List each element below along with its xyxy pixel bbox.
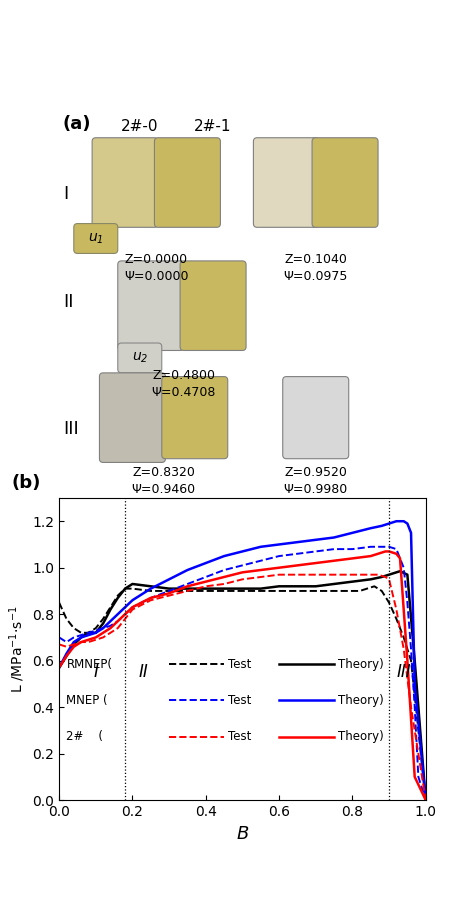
Text: Z=0.8320
Ψ=0.9460: Z=0.8320 Ψ=0.9460 — [131, 467, 196, 496]
Text: Z=0.0000
Ψ=0.0000: Z=0.0000 Ψ=0.0000 — [124, 254, 189, 283]
Text: (a): (a) — [63, 115, 91, 133]
FancyBboxPatch shape — [118, 343, 162, 373]
FancyBboxPatch shape — [283, 377, 349, 458]
FancyBboxPatch shape — [180, 261, 246, 351]
Text: Theory): Theory) — [338, 730, 384, 743]
X-axis label: $B$: $B$ — [236, 824, 249, 842]
Text: 2#    (: 2# ( — [66, 730, 104, 743]
Text: III: III — [63, 420, 79, 438]
Y-axis label: $L$ /MPa$^{-1}$$\cdot$s$^{-1}$: $L$ /MPa$^{-1}$$\cdot$s$^{-1}$ — [7, 605, 26, 693]
FancyBboxPatch shape — [99, 373, 166, 462]
FancyBboxPatch shape — [92, 138, 158, 227]
Text: Z=0.1040
Ψ=0.0975: Z=0.1040 Ψ=0.0975 — [283, 254, 348, 283]
Text: I: I — [63, 184, 68, 202]
FancyBboxPatch shape — [74, 224, 118, 254]
FancyBboxPatch shape — [254, 138, 319, 227]
Text: $u_1$: $u_1$ — [88, 231, 104, 245]
FancyBboxPatch shape — [312, 138, 378, 227]
Text: Z=0.9520
Ψ=0.9980: Z=0.9520 Ψ=0.9980 — [284, 467, 348, 496]
Text: II: II — [63, 293, 73, 311]
FancyBboxPatch shape — [162, 377, 228, 458]
Text: $u_2$: $u_2$ — [131, 351, 148, 365]
Text: RMNEP(: RMNEP( — [66, 658, 113, 671]
Text: III: III — [396, 663, 411, 681]
Text: Theory): Theory) — [338, 694, 384, 707]
Text: Z=0.4800
Ψ=0.4708: Z=0.4800 Ψ=0.4708 — [151, 369, 216, 399]
Text: Theory): Theory) — [338, 658, 384, 671]
Text: 2#-0: 2#-0 — [121, 119, 158, 134]
Text: II: II — [139, 663, 149, 681]
Text: MNEP (: MNEP ( — [66, 694, 108, 707]
FancyBboxPatch shape — [118, 261, 184, 351]
Text: Test: Test — [228, 658, 251, 671]
Text: Test: Test — [228, 730, 251, 743]
FancyBboxPatch shape — [154, 138, 220, 227]
Text: Test: Test — [228, 694, 251, 707]
Text: I: I — [93, 663, 98, 681]
Text: 2#-1: 2#-1 — [194, 119, 232, 134]
Text: (b): (b) — [11, 474, 41, 492]
Bar — [59, 643, 426, 764]
